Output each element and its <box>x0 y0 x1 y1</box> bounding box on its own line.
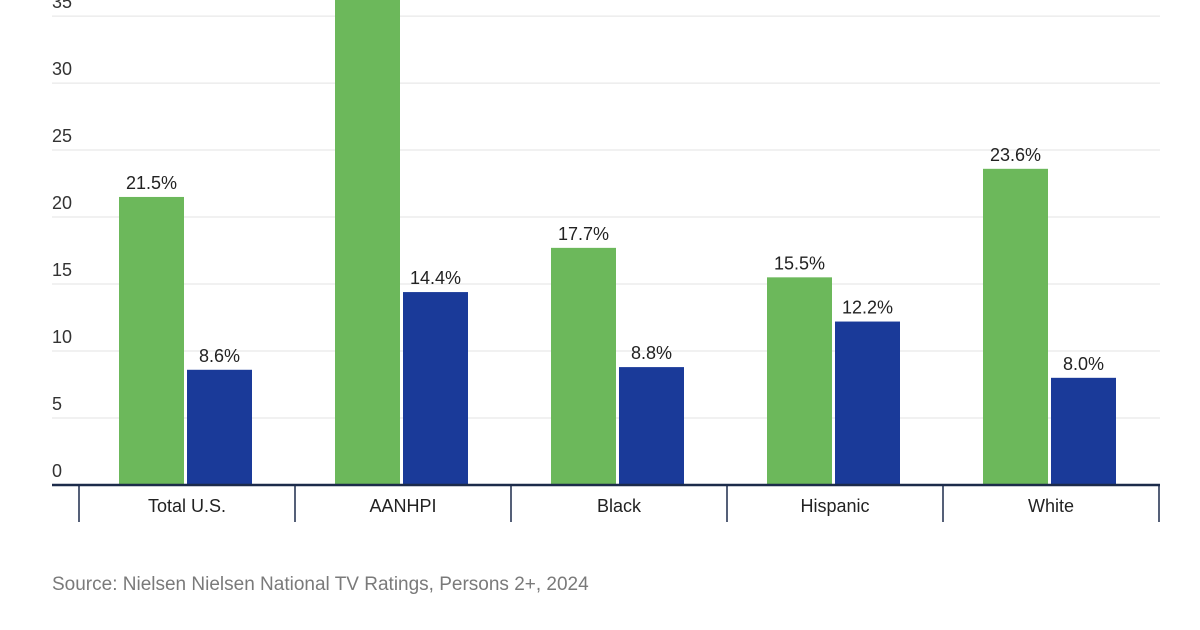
value-label: 12.2% <box>842 298 893 318</box>
value-label: 21.5% <box>126 173 177 193</box>
bar <box>767 277 832 485</box>
value-label: 15.5% <box>774 253 825 273</box>
y-tick-label: 0 <box>52 461 62 481</box>
y-tick-label: 10 <box>52 327 72 347</box>
value-label: 23.6% <box>990 145 1041 165</box>
value-label: 8.0% <box>1063 354 1104 374</box>
y-tick-label: 5 <box>52 394 62 414</box>
x-tick-label: AANHPI <box>369 496 436 516</box>
bar <box>551 247 616 485</box>
value-label: 8.6% <box>199 346 240 366</box>
value-label: 8.8% <box>631 343 672 363</box>
bar <box>119 196 184 485</box>
bar <box>187 369 252 485</box>
bar <box>403 292 468 485</box>
bar <box>619 367 684 485</box>
x-tick-label: Total U.S. <box>148 496 226 516</box>
source-note: Source: Nielsen Nielsen National TV Rati… <box>52 574 589 595</box>
y-tick-label: 25 <box>52 126 72 146</box>
y-tick-label: 20 <box>52 193 72 213</box>
value-label: 17.7% <box>558 224 609 244</box>
bar <box>983 168 1048 486</box>
y-tick-label: 35 <box>52 0 72 12</box>
y-tick-label: 15 <box>52 260 72 280</box>
x-tick-label: Black <box>597 496 642 516</box>
bar <box>835 321 900 485</box>
bar <box>1051 377 1116 485</box>
y-tick-label: 30 <box>52 59 72 79</box>
x-tick-label: White <box>1028 496 1074 516</box>
value-label: 14.4% <box>410 268 461 288</box>
x-tick-label: Hispanic <box>800 496 869 516</box>
bar <box>335 0 400 486</box>
